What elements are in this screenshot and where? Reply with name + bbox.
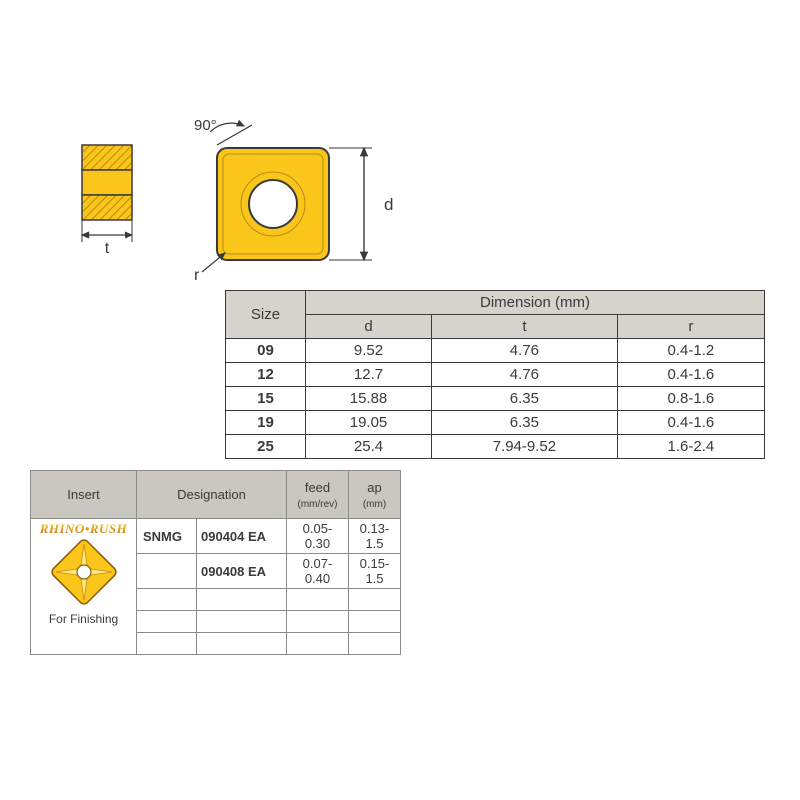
size-header: Size xyxy=(226,291,306,339)
label-r: r xyxy=(194,267,200,284)
table-row: 25 25.4 7.94-9.52 1.6-2.4 xyxy=(226,435,765,459)
dimension-table: Size Dimension (mm) d t r 09 9.52 4.76 0… xyxy=(225,290,765,459)
feed-header: feed (mm/rev) xyxy=(287,471,349,519)
designation-header: Designation xyxy=(137,471,287,519)
angle-indicator: 90° xyxy=(194,120,252,145)
label-t: t xyxy=(105,240,110,257)
dimension-header: Dimension (mm) xyxy=(306,291,765,315)
insert-icon xyxy=(49,537,119,607)
table-row: 15 15.88 6.35 0.8-1.6 xyxy=(226,387,765,411)
table-row: 19 19.05 6.35 0.4-1.6 xyxy=(226,411,765,435)
type-code: SNMG xyxy=(137,519,197,554)
ap-header: ap (mm) xyxy=(349,471,401,519)
col-r: r xyxy=(617,315,764,339)
table-row: 12 12.7 4.76 0.4-1.6 xyxy=(226,363,765,387)
table-row: 09 9.52 4.76 0.4-1.2 xyxy=(226,339,765,363)
col-d: d xyxy=(306,315,432,339)
brand-logo: RHINO•RUSH xyxy=(35,521,132,537)
insert-table: Insert Designation feed (mm/rev) ap (mm)… xyxy=(30,470,401,655)
col-t: t xyxy=(432,315,618,339)
insert-header: Insert xyxy=(31,471,137,519)
label-d: d xyxy=(384,195,393,214)
top-view: r d xyxy=(194,148,393,284)
side-view: t xyxy=(82,145,132,257)
label-angle: 90° xyxy=(194,120,217,134)
insert-cell: RHINO•RUSH For Finishing xyxy=(31,519,137,655)
table-row: RHINO•RUSH For Finishing SNMG 090404 EA … xyxy=(31,519,401,554)
finishing-label: For Finishing xyxy=(35,612,132,626)
